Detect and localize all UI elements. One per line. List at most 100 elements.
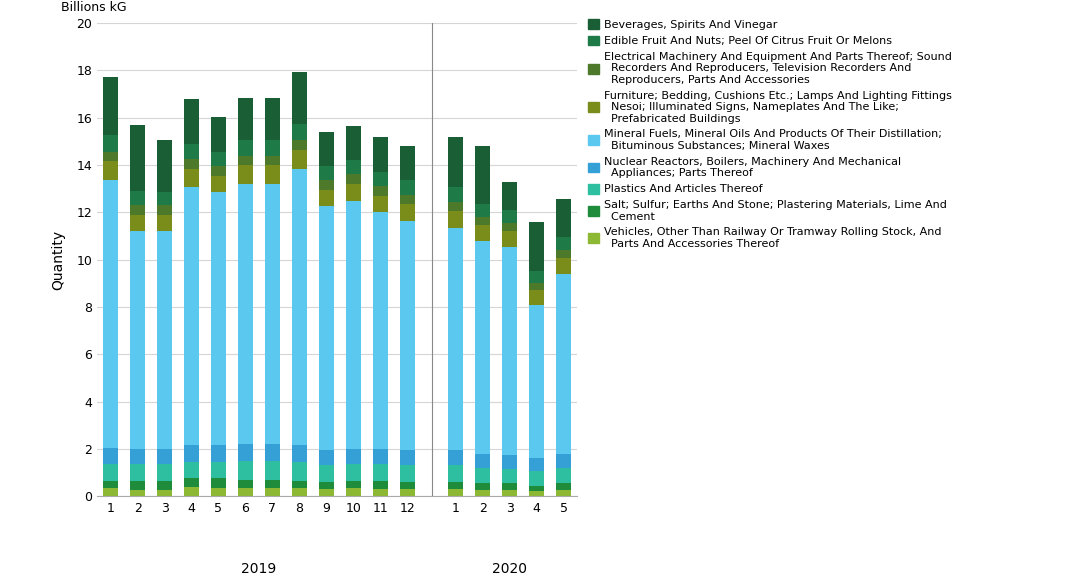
Bar: [131, 464, 145, 481]
Bar: [158, 464, 172, 481]
Bar: [265, 184, 279, 444]
Bar: [265, 479, 279, 488]
Bar: [346, 201, 360, 449]
Bar: [131, 191, 145, 205]
Bar: [503, 231, 517, 246]
Bar: [400, 489, 414, 496]
Bar: [449, 450, 463, 466]
Bar: [503, 182, 517, 210]
Bar: [476, 204, 490, 217]
Bar: [476, 146, 490, 204]
Bar: [476, 241, 490, 454]
Bar: [265, 156, 279, 165]
Bar: [211, 152, 226, 166]
Bar: [185, 487, 199, 496]
Bar: [346, 488, 360, 496]
Bar: [346, 481, 360, 488]
Bar: [292, 72, 306, 123]
Bar: [373, 449, 387, 464]
Bar: [158, 205, 172, 215]
Bar: [373, 212, 387, 449]
Bar: [319, 190, 333, 207]
Bar: [238, 156, 252, 165]
Bar: [131, 231, 145, 449]
Bar: [238, 184, 252, 444]
Bar: [265, 98, 279, 140]
Bar: [557, 250, 571, 258]
Bar: [530, 283, 544, 290]
Bar: [400, 146, 414, 181]
Bar: [530, 458, 544, 471]
Bar: [503, 210, 517, 223]
Bar: [373, 481, 387, 489]
Bar: [476, 454, 490, 468]
Bar: [185, 159, 199, 168]
Bar: [238, 165, 252, 184]
Bar: [158, 231, 172, 449]
Bar: [476, 483, 490, 490]
Bar: [211, 117, 226, 152]
Bar: [211, 166, 226, 175]
Bar: [292, 488, 306, 496]
Bar: [131, 490, 145, 496]
Bar: [346, 184, 360, 201]
Bar: [211, 462, 226, 478]
Bar: [185, 478, 199, 487]
Bar: [449, 137, 463, 188]
Bar: [373, 489, 387, 496]
Bar: [373, 464, 387, 481]
Bar: [158, 192, 172, 205]
Bar: [400, 450, 414, 466]
Bar: [211, 192, 226, 445]
Bar: [400, 204, 414, 220]
Bar: [346, 464, 360, 481]
Bar: [373, 196, 387, 212]
Bar: [104, 162, 118, 181]
Bar: [292, 481, 306, 488]
Bar: [238, 98, 252, 140]
Bar: [530, 272, 544, 283]
Bar: [131, 481, 145, 490]
Bar: [211, 478, 226, 488]
Bar: [557, 468, 571, 483]
Bar: [476, 490, 490, 496]
Bar: [104, 152, 118, 162]
Bar: [503, 223, 517, 231]
Bar: [185, 462, 199, 478]
Bar: [185, 188, 199, 445]
Bar: [346, 160, 360, 174]
Bar: [104, 488, 118, 496]
Bar: [557, 454, 571, 468]
Bar: [449, 211, 463, 228]
Bar: [104, 448, 118, 464]
Bar: [449, 202, 463, 211]
Bar: [158, 215, 172, 231]
Bar: [503, 246, 517, 455]
Bar: [476, 468, 490, 483]
Bar: [131, 125, 145, 191]
Bar: [238, 460, 252, 479]
Bar: [292, 445, 306, 462]
Bar: [476, 217, 490, 226]
Bar: [265, 444, 279, 460]
Bar: [557, 258, 571, 274]
Bar: [530, 471, 544, 486]
Bar: [265, 460, 279, 479]
Bar: [319, 450, 333, 466]
Bar: [503, 455, 517, 469]
Bar: [292, 140, 306, 149]
Bar: [265, 165, 279, 184]
Bar: [400, 220, 414, 450]
Bar: [158, 490, 172, 496]
Bar: [503, 469, 517, 483]
Bar: [292, 462, 306, 481]
Y-axis label: Quantity: Quantity: [52, 230, 65, 290]
Bar: [211, 445, 226, 462]
Bar: [373, 137, 387, 172]
Bar: [104, 481, 118, 488]
Bar: [449, 489, 463, 496]
Bar: [238, 479, 252, 488]
Bar: [557, 237, 571, 250]
Bar: [530, 492, 544, 496]
Bar: [211, 175, 226, 192]
